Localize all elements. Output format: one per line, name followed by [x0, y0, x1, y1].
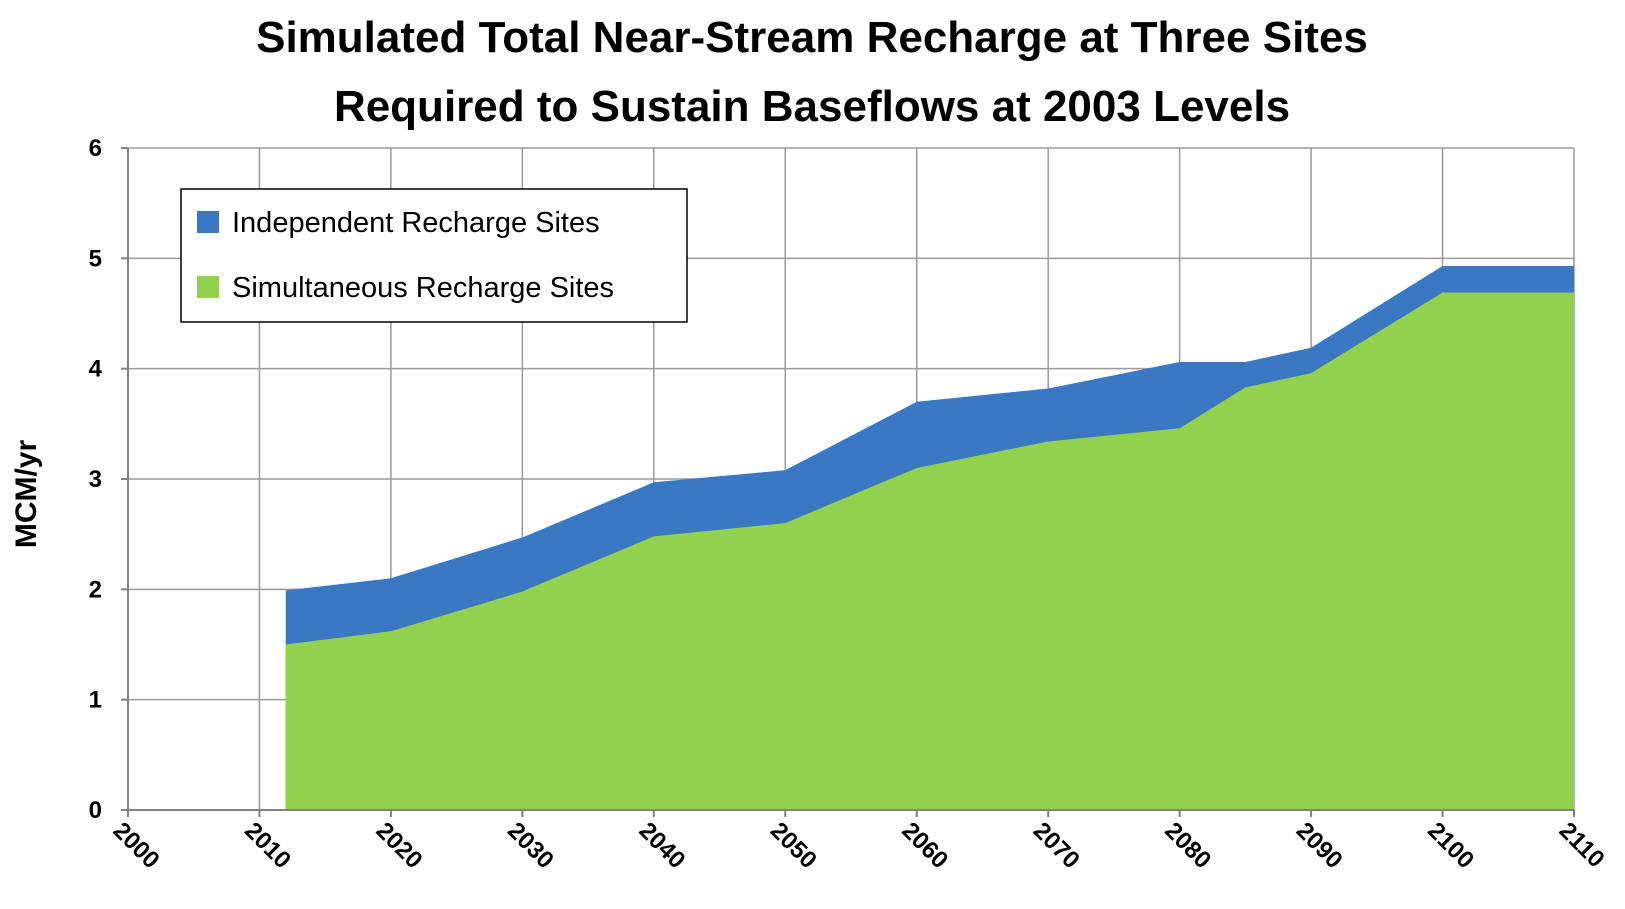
x-tick-label: 2050: [765, 817, 822, 874]
legend-label-independent: Independent Recharge Sites: [232, 207, 600, 239]
y-tick-label: 3: [89, 466, 102, 493]
legend: Independent Recharge Sites Simultaneous …: [180, 188, 688, 323]
y-tick-label: 5: [89, 245, 102, 272]
x-tick-label: 2100: [1422, 817, 1479, 874]
legend-swatch-simultaneous: [197, 276, 219, 298]
x-tick-label: 2000: [108, 817, 165, 874]
x-tick-label: 2070: [1028, 817, 1085, 874]
legend-swatch-independent: [197, 211, 219, 233]
x-tick-label: 2080: [1159, 817, 1216, 874]
y-tick-label: 0: [89, 797, 102, 824]
x-tick-label: 2010: [239, 817, 296, 874]
x-tick-label: 2040: [634, 817, 691, 874]
y-tick-label: 2: [89, 576, 102, 603]
x-tick-label: 2090: [1291, 817, 1348, 874]
y-tick-label: 4: [89, 356, 103, 383]
axes: [121, 147, 1575, 817]
chart-title-line-2: Required to Sustain Baseflows at 2003 Le…: [334, 82, 1290, 131]
y-axis-label: MCM/yr: [10, 440, 43, 549]
y-tick-labels: 0 1 2 3 4 5 6: [89, 135, 103, 824]
plot-areas: [285, 266, 1574, 811]
x-tick-label: 2060: [896, 817, 953, 874]
x-tick-label: 2110: [1554, 817, 1610, 873]
x-tick-label: 2020: [371, 817, 428, 874]
x-tick-labels: 2000 2010 2020 2030 2040 2050 2060 2070 2080 2090…: [108, 817, 1610, 874]
x-tick-label: 2030: [502, 817, 559, 874]
legend-label-simultaneous: Simultaneous Recharge Sites: [232, 272, 614, 304]
chart-title-line-1: Simulated Total Near-Stream Recharge at …: [256, 13, 1368, 62]
legend-box: [180, 188, 688, 323]
area-series-simultaneous-recharge-sites: [285, 292, 1574, 811]
chart-title: Simulated Total Near-Stream Recharge at …: [256, 13, 1368, 131]
y-tick-label: 1: [89, 687, 102, 714]
y-tick-label: 6: [89, 135, 102, 162]
